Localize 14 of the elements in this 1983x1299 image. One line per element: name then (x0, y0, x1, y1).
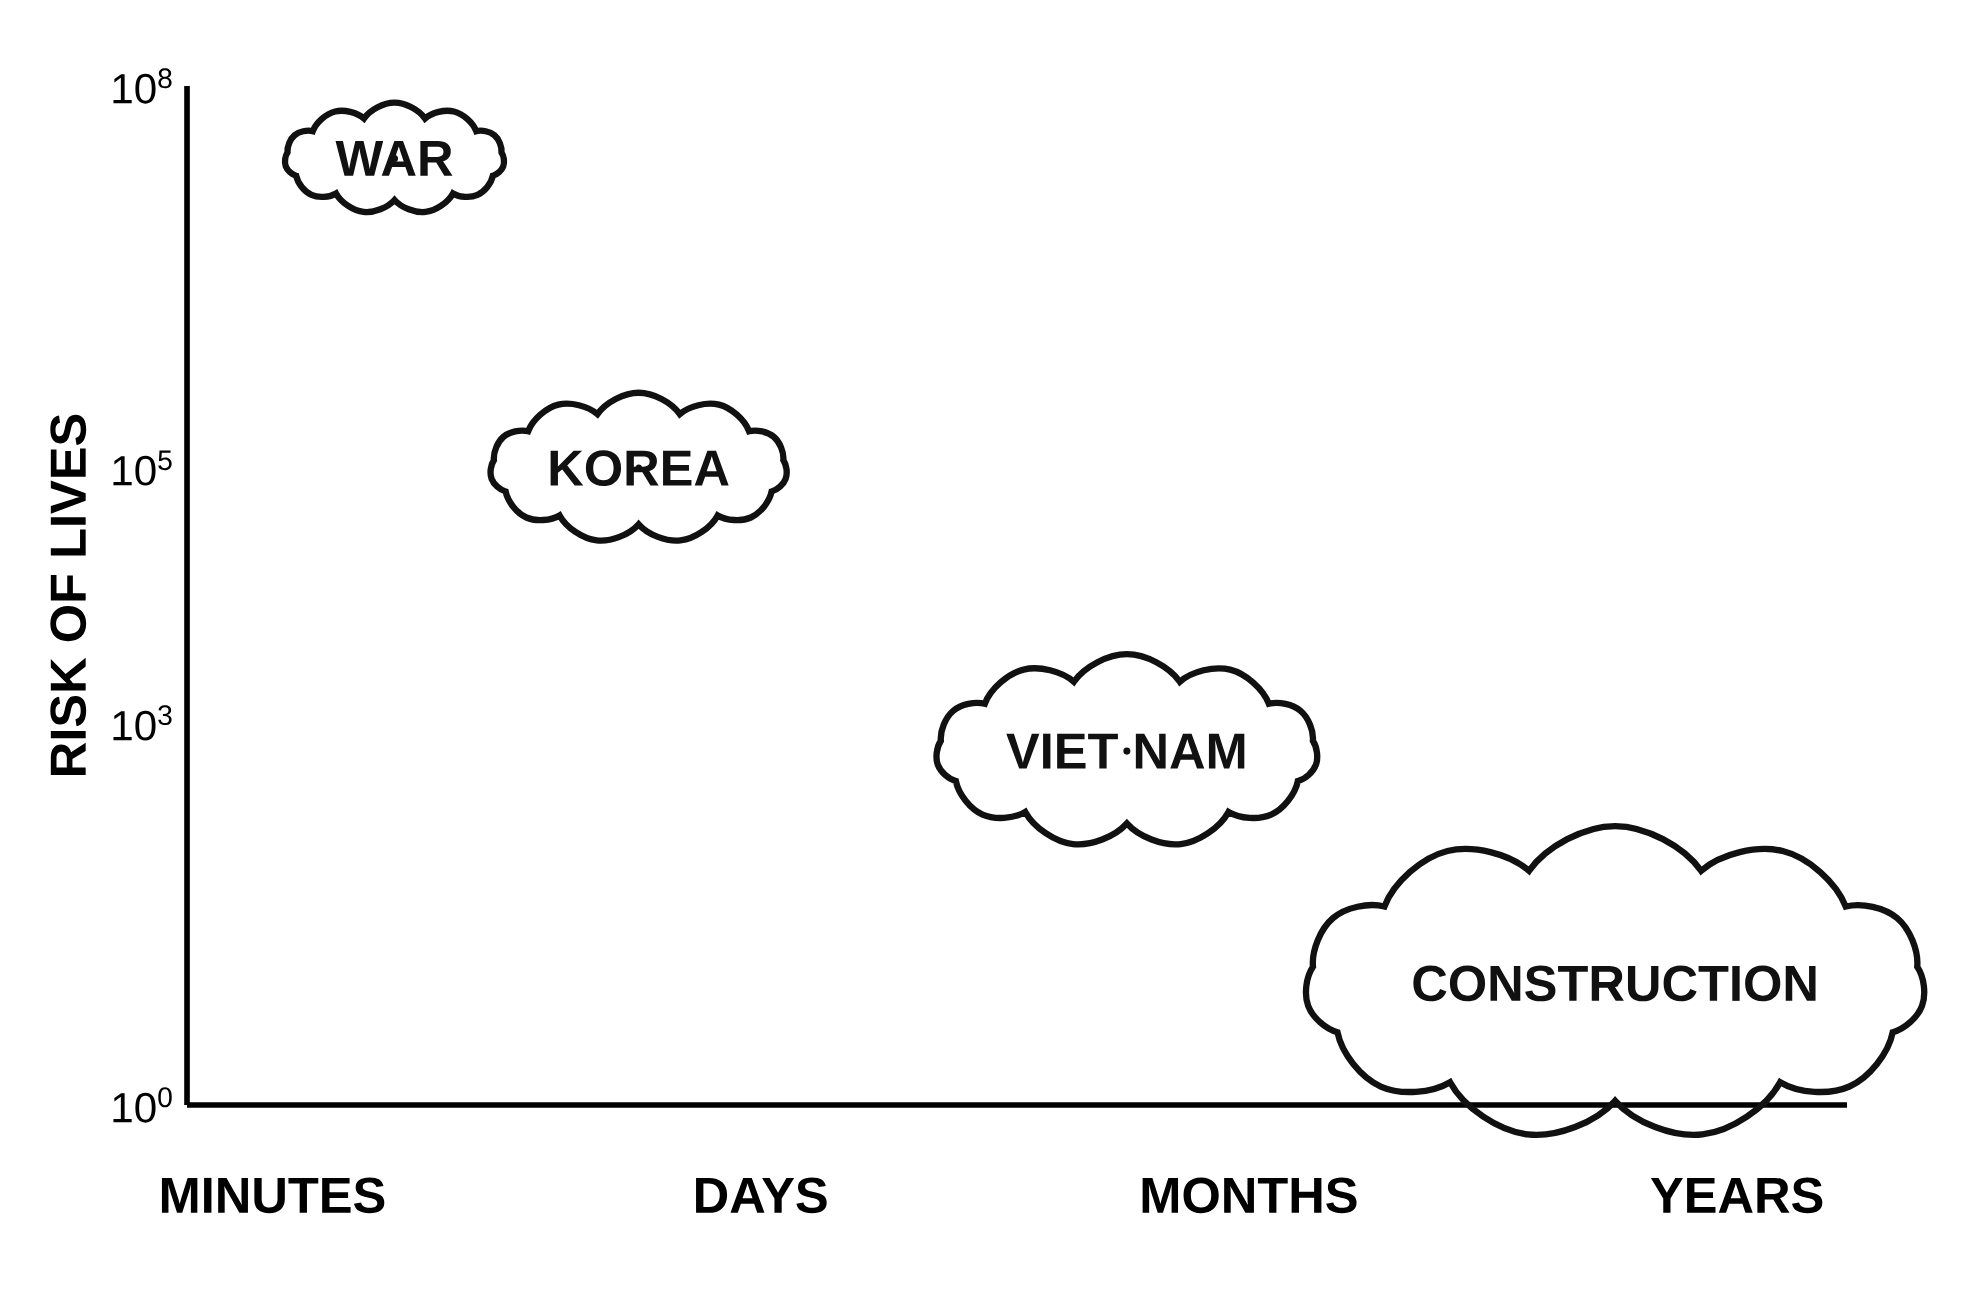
x-tick-label: MINUTES (161, 1177, 385, 1214)
data-label: VIET NAM (1006, 733, 1245, 769)
x-tick-label: MONTHS (1142, 1177, 1357, 1214)
y-tick-label: 10$^{3}$ (113, 705, 172, 741)
x-tick-label: DAYS (696, 1177, 827, 1214)
y-tick-label: 10$^{8}$ (113, 68, 172, 104)
y-axis-title: RISK OF LIVES (50, 414, 87, 775)
x-tick-label: YEARS (1650, 1177, 1823, 1214)
data-label: KOREA (550, 450, 729, 487)
point (1123, 747, 1131, 755)
y-tick-label: 10$^{0}$ (113, 1087, 172, 1123)
data-label: CONSTRUCTION (1413, 965, 1816, 1002)
y-tick-label: 10$^{5}$ (113, 450, 172, 486)
data-label: WAR (335, 141, 453, 176)
